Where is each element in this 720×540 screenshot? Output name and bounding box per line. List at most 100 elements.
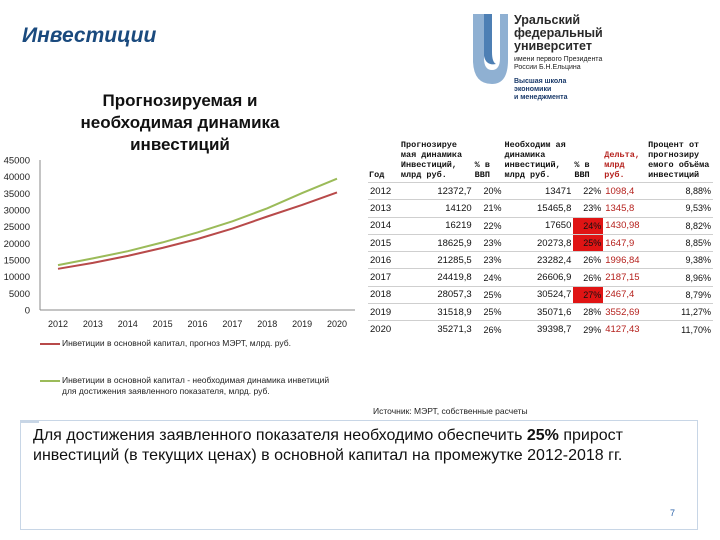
logo-line-3: университет [514, 39, 592, 53]
y-tick-label: 40000 [4, 172, 30, 183]
x-tick-label: 2019 [292, 319, 312, 329]
cell-year: 2018 [368, 285, 400, 304]
slide-title: Инвестиции [22, 24, 157, 47]
cell-forecast: 12372,7 [399, 181, 474, 200]
footer-frame [20, 420, 698, 530]
table-row: 2017 24419,8 24% 26606,9 26% 2187,15 8,96% [368, 268, 713, 287]
cell-required-pct: 27% [573, 285, 604, 304]
cell-required: 26606,9 [503, 268, 574, 287]
cell-required: 39398,7 [503, 320, 574, 338]
logo-school-1: Высшая школа [514, 78, 567, 85]
cell-forecast: 14120 [399, 199, 474, 218]
x-tick-label: 2014 [118, 319, 138, 329]
ural-u-logo-icon [473, 14, 508, 84]
cell-forecast-pct: 24% [473, 268, 504, 287]
cell-required-pct: 26% [573, 251, 604, 269]
cell-year: 2012 [368, 181, 400, 200]
cell-forecast-pct: 20% [473, 181, 504, 200]
x-tick-label: 2018 [257, 319, 277, 329]
conclusion-part-2: прирост инвестиций (в текущих ценах) в о… [33, 427, 623, 464]
cell-required: 17650 [503, 216, 574, 235]
cell-required-pct: 23% [573, 199, 604, 218]
cell-forecast-pct: 23% [473, 251, 504, 269]
logo-school-2: экономики [514, 86, 552, 93]
cell-year: 2020 [368, 320, 400, 338]
cell-share: 8,82% [647, 216, 713, 235]
y-tick-label: 30000 [4, 206, 30, 217]
university-logo: Уральский федеральный университет имени … [470, 8, 720, 110]
chart-title-line-2: необходимая динамика [80, 113, 280, 132]
conclusion-part-1: Для достижения заявленного показателя не… [33, 427, 527, 444]
investment-table: Год Прогнозируе мая динамика Инвестиций,… [368, 140, 713, 338]
cell-share: 8,88% [647, 181, 713, 200]
legend-swatch-forecast [40, 343, 60, 345]
cell-forecast: 16219 [399, 216, 474, 235]
col-required-pct: % в ВВП [574, 160, 590, 180]
table-row: 2020 35271,3 26% 39398,7 29% 4127,43 11,70% [368, 320, 713, 338]
y-tick-label: 5000 [9, 289, 30, 300]
cell-delta: 1345,8 [603, 199, 648, 218]
y-tick-label: 25000 [4, 222, 30, 233]
col-share: Процент от прогнозиру емого объёма инвес… [648, 140, 710, 180]
col-year: Год [369, 170, 385, 180]
col-required: Необходим ая динамика инвестиций, млрд р… [504, 140, 566, 180]
cell-forecast-pct: 22% [473, 216, 504, 235]
cell-forecast-pct: 25% [473, 285, 504, 304]
cell-required: 15465,8 [503, 199, 574, 218]
table-row: 2013 14120 21% 15465,8 23% 1345,8 9,53% [368, 199, 713, 218]
x-tick-label: 2013 [83, 319, 103, 329]
cell-share: 11,70% [647, 320, 713, 338]
col-forecast-pct: % в ВВП [474, 160, 490, 180]
cell-required-pct: 29% [573, 320, 604, 338]
cell-forecast: 24419,8 [399, 268, 474, 287]
investment-line-chart: 0 5000 10000 15000 20000 25000 30000 35000 40000… [4, 156, 355, 329]
col-forecast: Прогнозируе мая динамика Инвестиций, млр… [400, 140, 463, 180]
cell-required: 30524,7 [503, 285, 574, 304]
legend-swatch-required [40, 380, 60, 382]
cell-required-pct: 24% [573, 216, 604, 235]
cell-required: 35071,6 [503, 303, 574, 321]
cell-share: 9,38% [647, 251, 713, 269]
cell-delta: 4127,43 [603, 320, 648, 338]
x-tick-label: 2020 [327, 319, 347, 329]
cell-forecast: 21285,5 [399, 251, 474, 269]
y-tick-label: 20000 [4, 239, 30, 250]
logo-line-2: федеральный [514, 26, 603, 40]
cell-year: 2015 [368, 233, 400, 252]
x-tick-label: 2015 [153, 319, 173, 329]
table-row: 2015 18625,9 23% 20273,8 25% 1647,9 8,85% [368, 233, 713, 252]
y-tick-label: 0 [25, 306, 30, 317]
cell-forecast: 18625,9 [399, 233, 474, 252]
legend-forecast: Инветиции в основной капитал, прогноз МЭ… [62, 338, 291, 348]
cell-delta: 2187,15 [603, 268, 648, 287]
cell-year: 2017 [368, 268, 400, 287]
cell-required: 13471 [503, 181, 574, 200]
chart-title: Прогнозируемая и необходимая динамика ин… [40, 90, 320, 156]
cell-delta: 1996,84 [603, 251, 648, 269]
source-note: Источник: МЭРТ, собственные расчеты [373, 406, 528, 416]
legend-required: Инветиции в основной капитал - необходим… [62, 375, 330, 396]
y-tick-label: 15000 [4, 256, 30, 267]
chart-title-line-1: Прогнозируемая и [102, 91, 258, 110]
logo-line-1: Уральский [514, 13, 581, 27]
table-row: 2019 31518,9 25% 35071,6 28% 3552,69 11,27% [368, 303, 713, 321]
series-line-forecast [57, 191, 338, 270]
cell-forecast-pct: 21% [473, 199, 504, 218]
cell-delta: 1647,9 [603, 233, 648, 252]
cell-share: 8,79% [647, 285, 713, 304]
cell-year: 2013 [368, 199, 400, 218]
cell-forecast-pct: 25% [473, 303, 504, 321]
series-line-required [57, 177, 338, 267]
cell-forecast: 35271,3 [399, 320, 474, 338]
cell-year: 2014 [368, 216, 400, 235]
cell-required-pct: 28% [573, 303, 604, 321]
x-tick-label: 2017 [222, 319, 242, 329]
cell-required: 20273,8 [503, 233, 574, 252]
table-row: 2014 16219 22% 17650 24% 1430,98 8,82% [368, 216, 713, 235]
cell-delta: 2467,4 [603, 285, 648, 304]
cell-delta: 1098,4 [603, 181, 648, 200]
cell-year: 2019 [368, 303, 400, 321]
cell-share: 8,85% [647, 233, 713, 252]
cell-required-pct: 25% [573, 233, 604, 252]
table-row: 2018 28057,3 25% 30524,7 27% 2467,4 8,79% [368, 285, 713, 304]
